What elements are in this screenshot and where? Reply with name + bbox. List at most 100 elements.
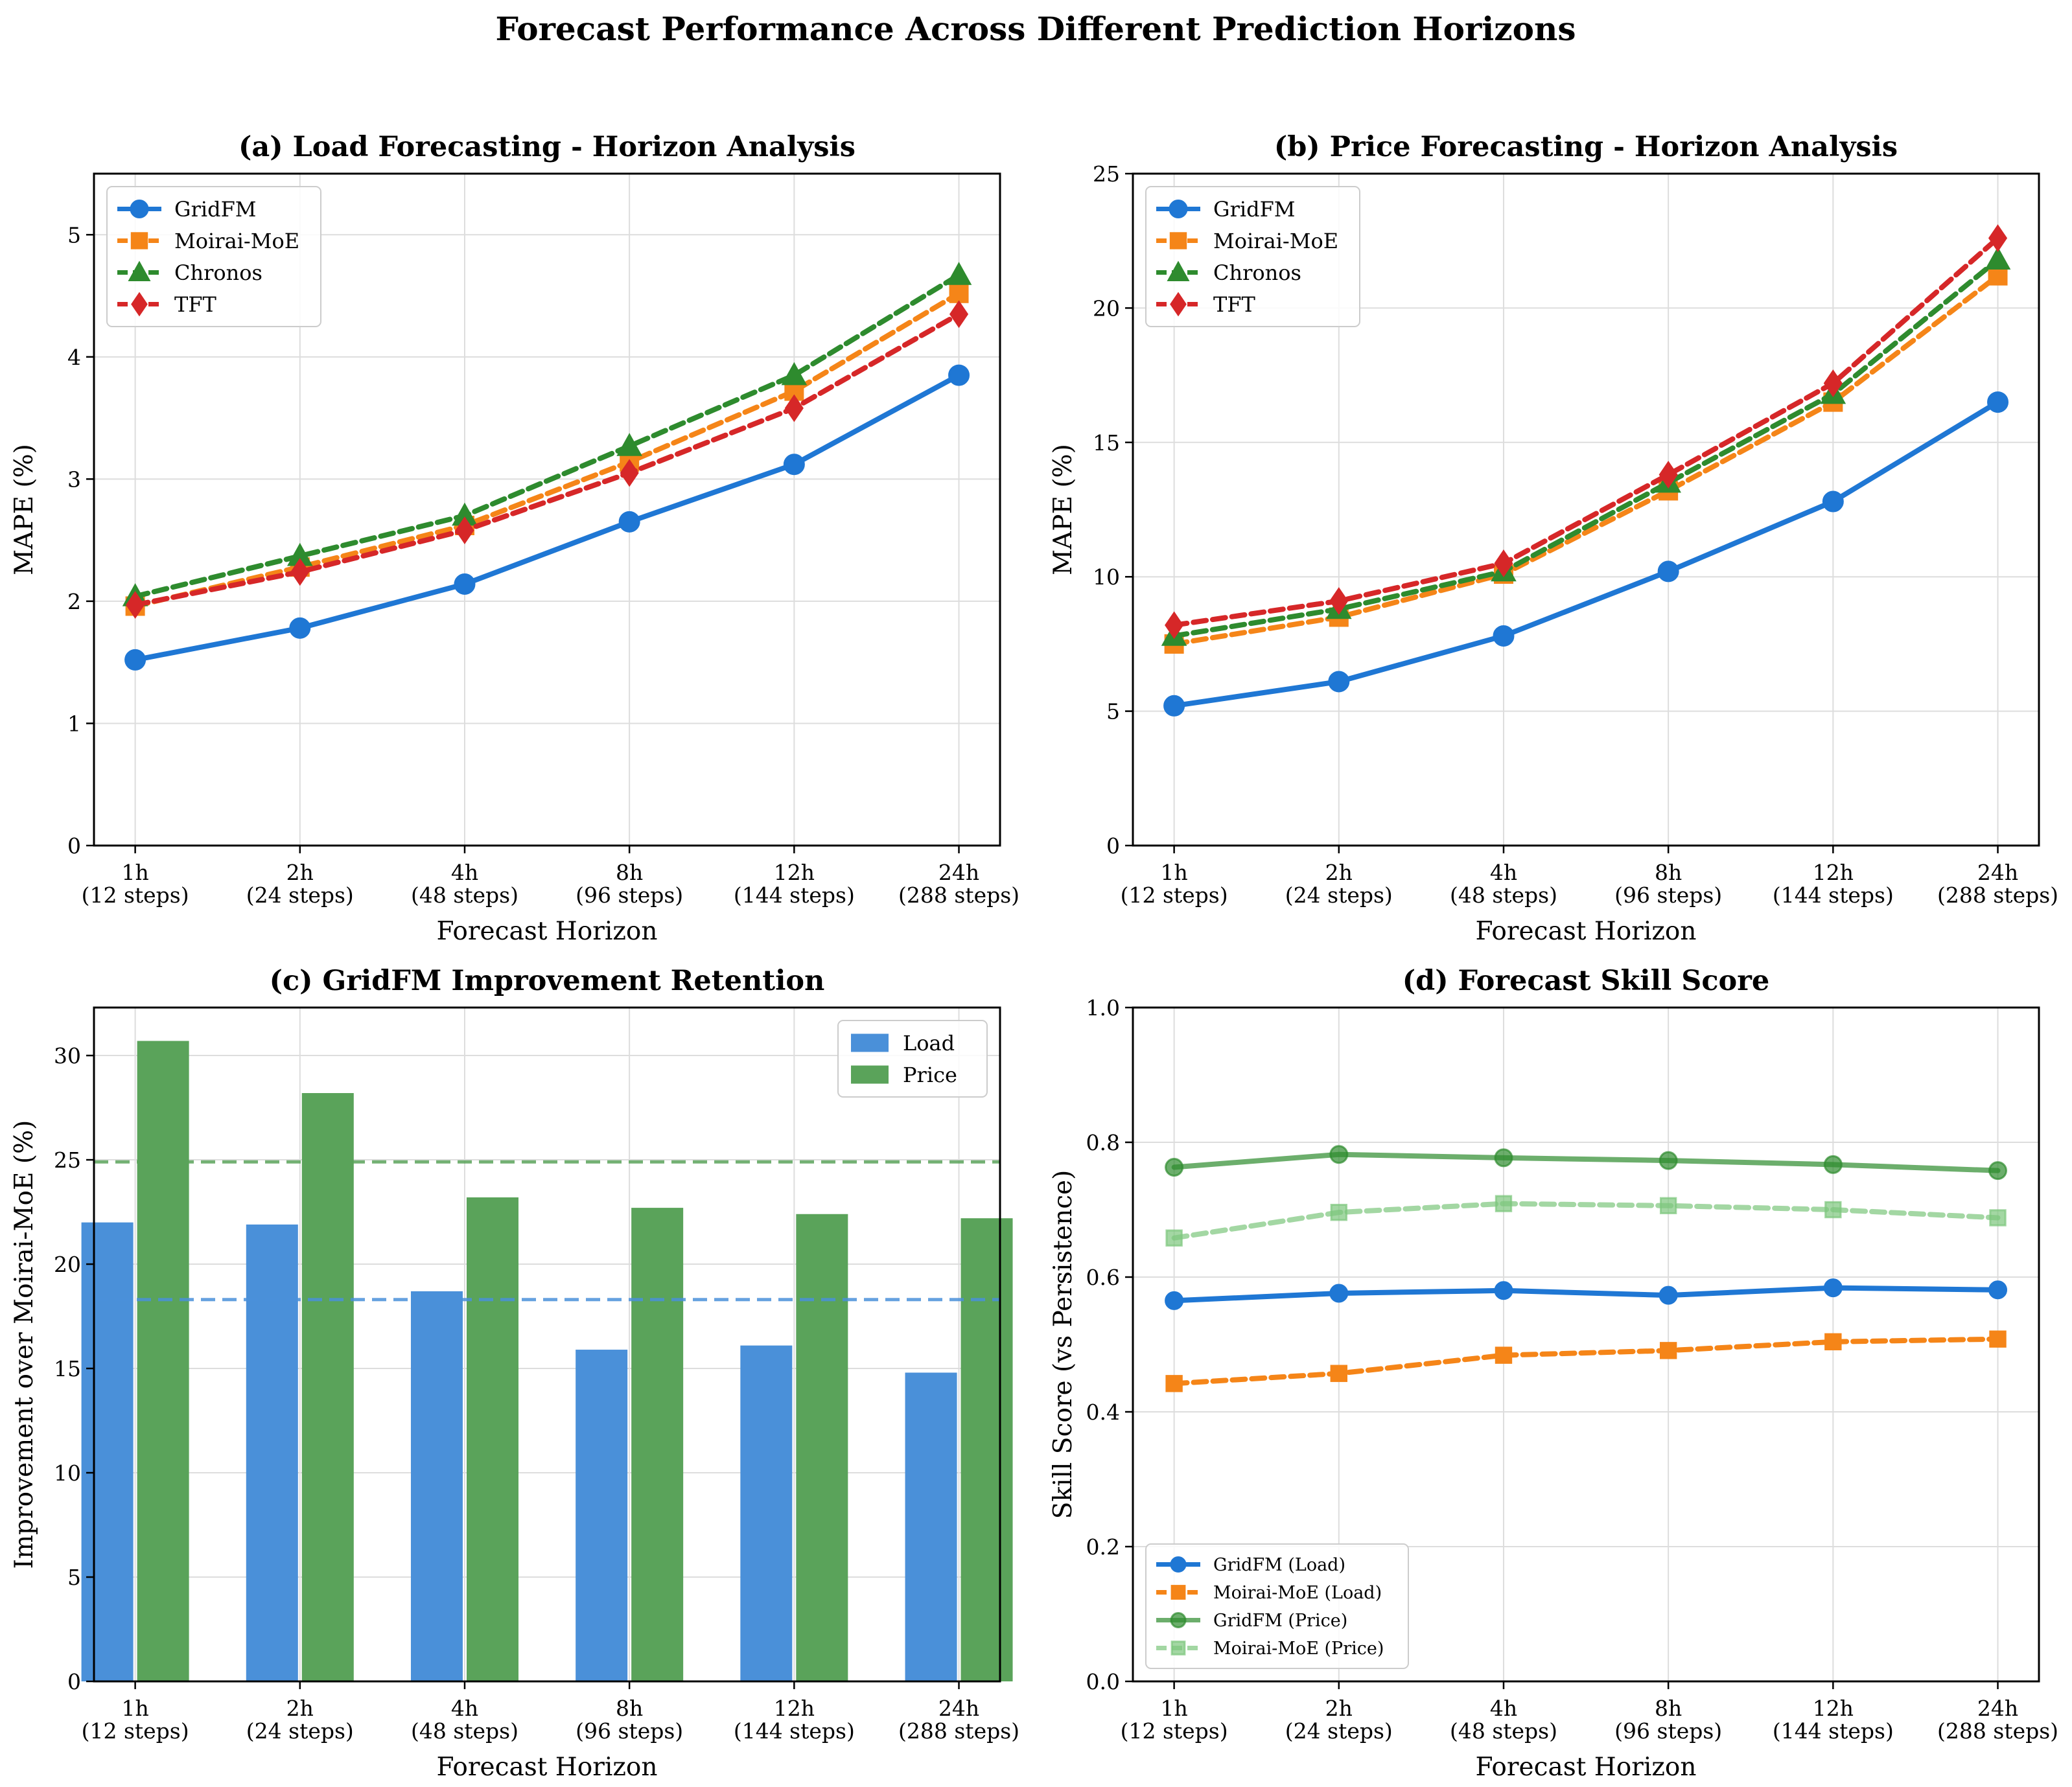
data-point <box>1659 1342 1677 1359</box>
legend-item-moirai-moe: Moirai-MoE <box>117 229 299 253</box>
legend-item-chronos: Chronos <box>117 260 262 285</box>
bar <box>81 1222 134 1681</box>
legend-label: GridFM (Price) <box>1213 1611 1347 1631</box>
x-tick-label-line: (144 steps) <box>734 1718 855 1744</box>
legend-swatch <box>851 1033 889 1052</box>
data-point <box>618 511 640 533</box>
y-tick-label: 0.4 <box>1086 1400 1120 1425</box>
series-line <box>1171 1285 2001 1304</box>
legend-marker <box>131 292 148 317</box>
legend-item-tft: TFT <box>1156 292 1256 317</box>
x-tick-label-line: 8h <box>1655 1696 1682 1721</box>
x-tick-label: 1h (12 steps) <box>82 860 189 908</box>
y-tick-label: 0 <box>1106 833 1120 859</box>
axes-frame <box>93 1006 1001 1683</box>
legend-item-price: Price <box>851 1063 957 1087</box>
panel-a-load-forecasting: 0 1 2 3 4 5 1h (12 steps) 2h (24 steps) 4h (48 step… <box>10 131 1019 946</box>
data-point <box>1165 1229 1183 1247</box>
data-point <box>1494 1148 1513 1168</box>
y-tick-label: 15 <box>54 1356 81 1381</box>
x-tick-label-line: 2h <box>286 860 314 885</box>
data-point <box>1494 1281 1513 1300</box>
legend-box <box>106 186 321 327</box>
panel-title: (d) Forecast Skill Score <box>1403 965 1769 997</box>
bar <box>301 1093 354 1681</box>
data-point <box>1165 1291 1184 1310</box>
x-tick-label-line: (12 steps) <box>82 882 189 908</box>
data-point <box>948 364 970 386</box>
x-tick-label-line: 12h <box>1813 860 1854 885</box>
data-point <box>1822 490 1844 513</box>
x-tick-label: 24h (288 steps) <box>1937 1696 2058 1744</box>
x-axis-label: Forecast Horizon <box>436 1753 657 1782</box>
data-point <box>1165 1157 1184 1177</box>
data-point <box>1328 671 1350 693</box>
x-tick-label-line: (12 steps) <box>1121 1718 1228 1744</box>
y-tick-label: 25 <box>54 1147 81 1173</box>
x-tick-label-line: 1h <box>1160 860 1187 885</box>
data-point <box>949 300 969 329</box>
x-tick-label: 1h (12 steps) <box>1121 860 1228 908</box>
panel-title: (a) Load Forecasting - Horizon Analysis <box>239 131 856 163</box>
panel-b-price-forecasting: 0 5 10 15 20 25 1h (12 steps) 2h (24 steps) 4h (48 … <box>1049 131 2058 946</box>
x-tick-label-line: 12h <box>774 1696 815 1721</box>
data-point <box>1165 1375 1183 1392</box>
series-line <box>1171 1151 2001 1173</box>
data-point <box>620 459 639 487</box>
x-tick-label-line: (12 steps) <box>1121 882 1228 908</box>
legend-item-gridfm-price: GridFM (Price) <box>1156 1611 1347 1631</box>
y-tick-label: 10 <box>54 1460 81 1486</box>
legend-marker <box>1170 1641 1186 1655</box>
legend-label: GridFM <box>174 197 257 222</box>
bar <box>137 1041 189 1681</box>
x-tick-label-line: 12h <box>774 860 815 885</box>
x-tick-label-line: 1h <box>121 1696 148 1721</box>
y-tick-label: 0.6 <box>1086 1265 1120 1290</box>
series-gridfm-load <box>1165 1278 2008 1310</box>
x-tick-label-line: (144 steps) <box>1773 1718 1894 1744</box>
axes-frame <box>93 172 1001 847</box>
bar <box>466 1197 518 1681</box>
legend-box <box>1145 1543 1409 1669</box>
data-point <box>783 454 805 476</box>
data-point <box>289 617 311 639</box>
data-point <box>1987 391 2009 413</box>
x-tick-label: 8h (96 steps) <box>1614 860 1722 908</box>
x-tick-label: 4h (48 steps) <box>1450 860 1557 908</box>
data-point <box>784 394 804 422</box>
legend-label: Moirai-MoE (Price) <box>1213 1639 1384 1659</box>
y-tick-label: 3 <box>67 467 81 492</box>
x-axis-label: Forecast Horizon <box>1475 1753 1696 1782</box>
series-gridfm-price <box>1165 1145 2008 1181</box>
x-tick-label-line: (96 steps) <box>576 1718 683 1744</box>
legend-item-gridfm-load: GridFM (Load) <box>1156 1555 1345 1575</box>
legend-marker <box>130 232 148 249</box>
legend-marker <box>1170 292 1187 317</box>
x-tick-label: 2h (24 steps) <box>246 1696 354 1744</box>
axes-frame <box>1132 172 2040 847</box>
legend-marker <box>130 200 149 218</box>
y-tick-label: 15 <box>1093 430 1120 455</box>
legend-label: Moirai-MoE (Load) <box>1213 1583 1382 1603</box>
y-tick-label: 30 <box>54 1043 81 1068</box>
figure-title: Forecast Performance Across Different Pr… <box>495 10 1576 48</box>
data-point <box>1493 625 1515 647</box>
data-point <box>1824 1201 1842 1219</box>
series-line <box>132 373 962 663</box>
y-tick-label: 25 <box>1093 161 1120 187</box>
y-axis-label: Improvement over Moirai-MoE (%) <box>10 1120 39 1569</box>
series-line <box>1171 1336 2001 1387</box>
data-point <box>1163 695 1185 717</box>
bar <box>796 1214 848 1681</box>
y-tick-label: 4 <box>67 345 81 370</box>
x-tick-label-line: 8h <box>616 1696 643 1721</box>
legend-marker <box>1170 1585 1186 1600</box>
x-tick-label-line: (96 steps) <box>576 882 683 908</box>
series-line <box>132 290 962 609</box>
y-tick-label: 0 <box>67 833 81 859</box>
legend-item-gridfm: GridFM <box>1156 197 1296 222</box>
legend-marker <box>1170 1556 1187 1573</box>
series-line <box>1171 399 2001 709</box>
series-chronos <box>122 262 972 606</box>
x-tick-label-line: (24 steps) <box>1285 1718 1393 1744</box>
